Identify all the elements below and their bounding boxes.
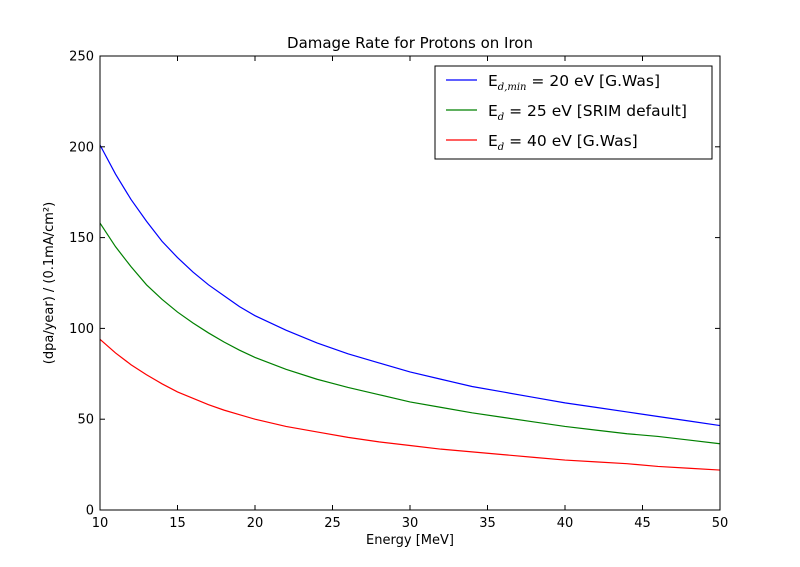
x-tick-label: 15 bbox=[169, 516, 186, 531]
x-tick-label: 20 bbox=[247, 516, 264, 531]
x-tick-label: 25 bbox=[324, 516, 341, 531]
y-axis-title: (dpa/year) / (0.1mA/cm²) bbox=[42, 202, 57, 364]
series-layer bbox=[99, 144, 721, 471]
chart-title: Damage Rate for Protons on Iron bbox=[287, 34, 533, 52]
legend-label-2: Ed = 25 eV [SRIM default] bbox=[488, 102, 687, 123]
ticks-layer: 10 15 20 25 30 35 40 45 50 0 50 100 150 200 250 bbox=[69, 50, 728, 532]
x-tick-label: 30 bbox=[402, 516, 419, 531]
y-tick-label: 200 bbox=[69, 140, 94, 155]
y-tick-label: 50 bbox=[77, 413, 94, 428]
legend-label-1: Ed,min = 20 eV [G.Was] bbox=[488, 72, 660, 93]
x-tick-label: 50 bbox=[712, 516, 729, 531]
x-tick-label: 10 bbox=[92, 516, 109, 531]
x-tick-label: 35 bbox=[479, 516, 496, 531]
y-tick-label: 0 bbox=[86, 504, 94, 519]
legend-box bbox=[434, 65, 713, 160]
series-line-3 bbox=[99, 338, 721, 471]
series-line-2 bbox=[99, 222, 721, 445]
x-axis-title: Energy [MeV] bbox=[366, 533, 454, 548]
x-tick-label: 45 bbox=[634, 516, 651, 531]
y-tick-label: 150 bbox=[69, 231, 94, 246]
series-line-1 bbox=[99, 144, 721, 427]
legend: Ed,min = 20 eV [G.Was] Ed = 25 eV [SRIM d… bbox=[434, 65, 713, 160]
y-tick-label: 100 bbox=[69, 322, 94, 337]
x-tick-label: 40 bbox=[557, 516, 574, 531]
legend-label-3: Ed = 40 eV [G.Was] bbox=[488, 132, 638, 153]
y-tick-label: 250 bbox=[69, 50, 94, 65]
